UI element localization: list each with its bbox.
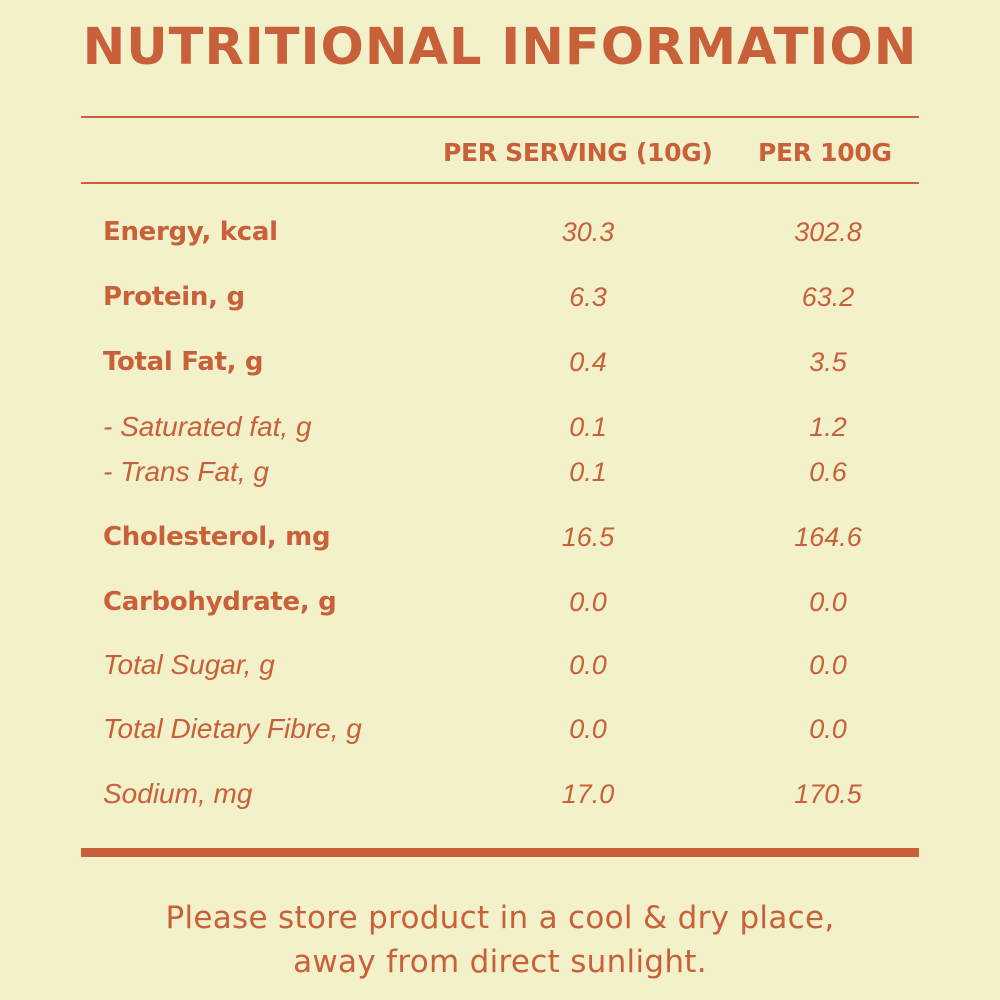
column-header-per-serving: PER SERVING (10G)	[443, 138, 713, 167]
header-divider	[81, 182, 919, 184]
row-label: Total Sugar, g	[103, 649, 275, 680]
storage-line-1: Please store product in a cool & dry pla…	[165, 900, 835, 936]
row-label: - Saturated fat, g	[103, 411, 312, 442]
table-row-protein: Protein, g 6.3 63.2	[0, 277, 1000, 317]
row-label: Carbohydrate, g	[103, 587, 337, 617]
per-serving-value: 0.4	[569, 347, 607, 377]
per-100g-value: 0.0	[809, 714, 847, 744]
page-title: NUTRITIONAL INFORMATION	[82, 18, 918, 77]
per-serving-value: 16.5	[561, 522, 615, 552]
per-100g-value: 0.0	[809, 650, 847, 680]
per-serving-value: 0.0	[569, 587, 607, 617]
row-label: Sodium, mg	[103, 778, 253, 809]
per-serving-value: 0.0	[569, 650, 607, 680]
bottom-divider	[81, 848, 919, 857]
table-row-trans-fat: - Trans Fat, g 0.1 0.6	[0, 452, 1000, 492]
per-serving-value: 0.1	[569, 412, 607, 442]
row-label: Total Dietary Fibre, g	[103, 713, 362, 744]
table-row-sodium: Sodium, mg 17.0 170.5	[0, 774, 1000, 814]
row-label: Cholesterol, mg	[103, 522, 331, 552]
per-serving-value: 0.1	[569, 457, 607, 487]
storage-instructions: Please store product in a cool & dry pla…	[0, 896, 1000, 984]
per-100g-value: 3.5	[809, 347, 847, 377]
table-row-saturated-fat: - Saturated fat, g 0.1 1.2	[0, 407, 1000, 447]
table-row-energy: Energy, kcal 30.3 302.8	[0, 212, 1000, 252]
per-100g-value: 1.2	[809, 412, 847, 442]
per-100g-value: 63.2	[801, 282, 855, 312]
column-header-per-100g: PER 100G	[758, 138, 892, 167]
per-serving-value: 6.3	[569, 282, 607, 312]
top-divider	[81, 116, 919, 118]
row-label: Protein, g	[103, 282, 245, 312]
per-100g-value: 302.8	[794, 217, 862, 247]
storage-line-2: away from direct sunlight.	[293, 944, 707, 980]
per-100g-value: 170.5	[794, 779, 862, 809]
table-row-carbohydrate: Carbohydrate, g 0.0 0.0	[0, 582, 1000, 622]
per-100g-value: 0.6	[809, 457, 847, 487]
row-label: Energy, kcal	[103, 217, 278, 247]
row-label: Total Fat, g	[103, 347, 264, 377]
per-serving-value: 0.0	[569, 714, 607, 744]
per-100g-value: 0.0	[809, 587, 847, 617]
per-serving-value: 30.3	[561, 217, 615, 247]
table-row-total-sugar: Total Sugar, g 0.0 0.0	[0, 645, 1000, 685]
per-100g-value: 164.6	[794, 522, 862, 552]
row-label: - Trans Fat, g	[103, 456, 269, 487]
table-row-cholesterol: Cholesterol, mg 16.5 164.6	[0, 517, 1000, 557]
per-serving-value: 17.0	[561, 779, 615, 809]
table-row-total-fat: Total Fat, g 0.4 3.5	[0, 342, 1000, 382]
table-row-dietary-fibre: Total Dietary Fibre, g 0.0 0.0	[0, 709, 1000, 749]
